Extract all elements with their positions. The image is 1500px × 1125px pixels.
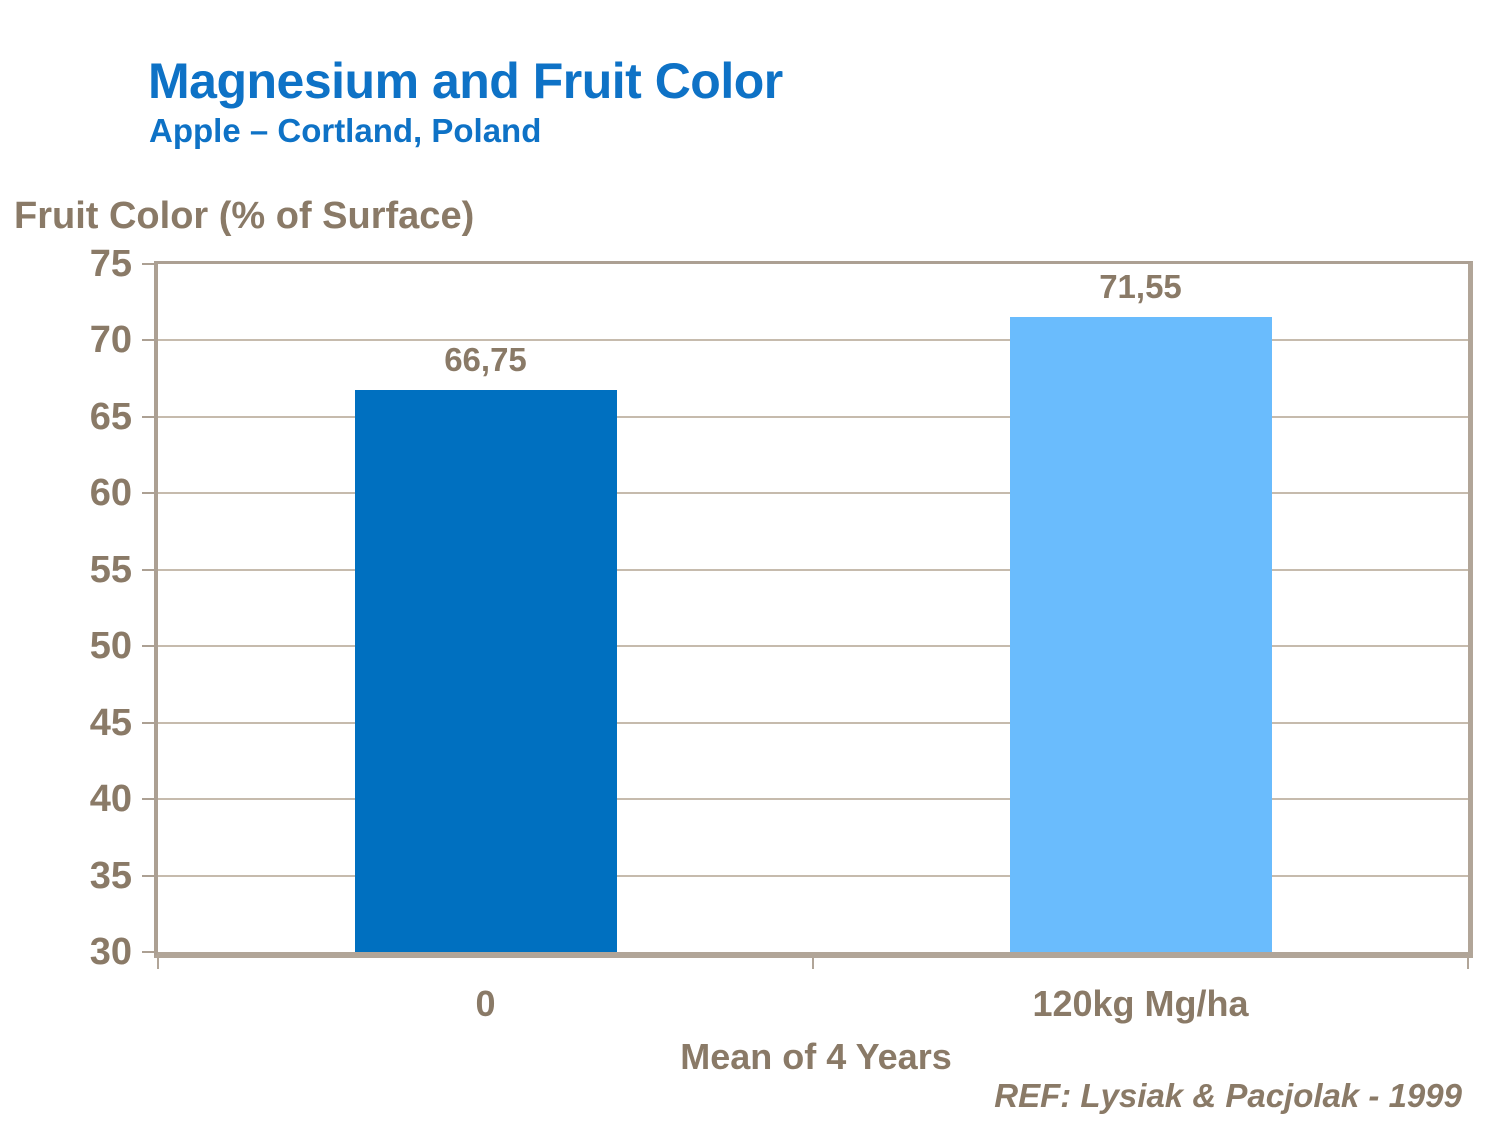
- chart-title: Magnesium and Fruit Color: [148, 53, 783, 109]
- y-tick-label-75: 75: [89, 243, 132, 285]
- x-tick-label-1: 120kg Mg/ha: [1032, 983, 1249, 1024]
- bar-0: [354, 390, 617, 952]
- y-tick-label-40: 40: [89, 778, 132, 821]
- y-tick-label-55: 55: [89, 548, 132, 591]
- bar-1: [1009, 316, 1272, 952]
- y-tick-label-70: 70: [89, 319, 132, 362]
- gridline-50: [158, 645, 1468, 648]
- y-tick-mark-55: [142, 568, 158, 571]
- gridline-35: [158, 874, 1468, 877]
- x-tick-label-0: 0: [475, 983, 496, 1024]
- chart-subtitle: Apple – Cortland, Poland: [149, 112, 542, 149]
- gridline-40: [158, 798, 1468, 801]
- x-tick-mark-2: [1467, 958, 1469, 969]
- x-axis-title: Mean of 4 Years: [680, 1036, 952, 1077]
- y-tick-label-60: 60: [89, 472, 132, 515]
- plot-area: [154, 261, 1473, 958]
- gridline-65: [158, 415, 1468, 418]
- y-axis-title: Fruit Color (% of Surface): [14, 195, 475, 237]
- y-tick-mark-45: [142, 721, 158, 724]
- y-tick-label-45: 45: [89, 701, 132, 744]
- gridline-45: [158, 721, 1468, 724]
- y-tick-mark-70: [142, 339, 158, 342]
- y-tick-mark-60: [142, 492, 158, 495]
- y-tick-mark-65: [142, 415, 158, 418]
- y-tick-label-50: 50: [89, 625, 132, 668]
- gridline-60: [158, 492, 1468, 495]
- x-tick-mark-1: [812, 958, 814, 969]
- y-tick-mark-40: [142, 798, 158, 801]
- y-tick-mark-30: [142, 951, 158, 953]
- y-tick-label-30: 30: [89, 931, 132, 973]
- y-tick-label-65: 65: [89, 395, 132, 438]
- bar-value-label-1: 71,55: [1099, 267, 1182, 305]
- gridline-55: [158, 568, 1468, 571]
- bar-value-label-0: 66,75: [444, 341, 527, 379]
- y-tick-mark-75: [142, 263, 158, 265]
- x-tick-mark-0: [157, 958, 159, 969]
- y-tick-mark-35: [142, 874, 158, 877]
- y-tick-mark-50: [142, 645, 158, 648]
- y-tick-label-35: 35: [89, 854, 132, 897]
- reference-citation: REF: Lysiak & Pacjolak - 1999: [994, 1077, 1462, 1114]
- gridline-70: [158, 339, 1468, 342]
